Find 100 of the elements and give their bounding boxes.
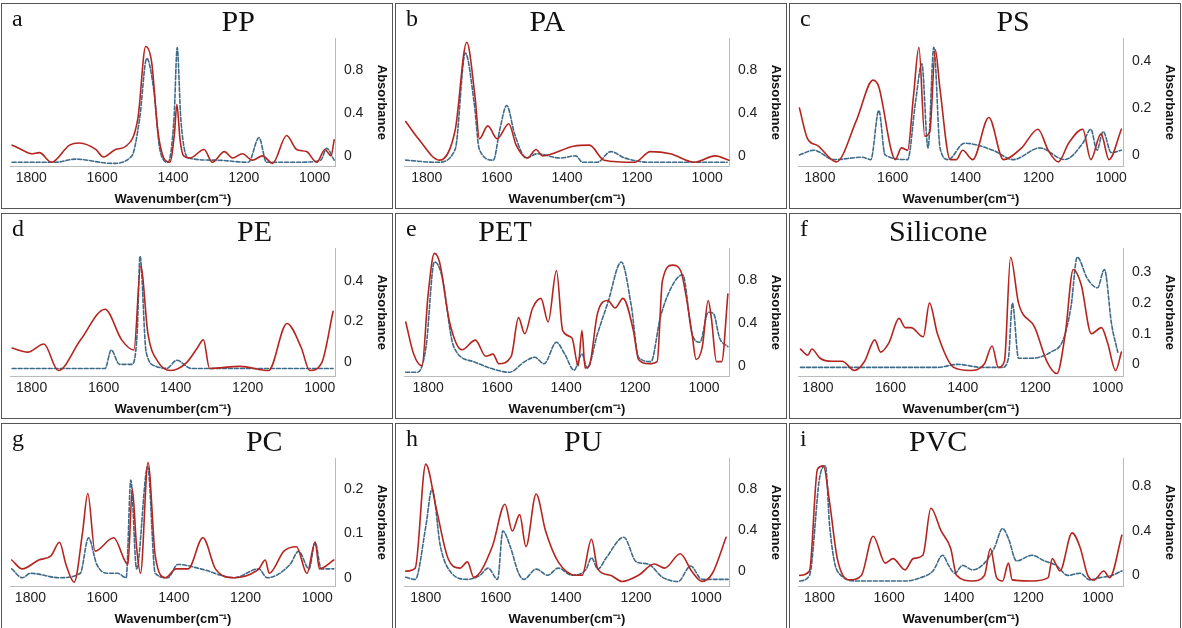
x-axis-title: Wavenumber(cm⁻¹) (114, 400, 232, 416)
x-tick-label: 1800 (412, 378, 444, 395)
y-tick-label: 0.8 (737, 271, 758, 288)
y-tick-label: 0 (343, 568, 352, 585)
y-axis-title: Absorbance (768, 64, 784, 140)
y-tick-label: 0 (1131, 145, 1140, 162)
x-axis-title: Wavenumber(cm⁻¹) (508, 400, 626, 416)
y-tick-label: 0.1 (1131, 324, 1152, 341)
y-axis-title: Absorbance (374, 274, 390, 350)
y-tick-label: 0 (737, 146, 746, 163)
x-tick-label: 1000 (1092, 378, 1124, 395)
text: a (12, 5, 23, 32)
x-tick-label: 1800 (804, 168, 836, 185)
x-tick-label: 1800 (803, 588, 836, 605)
y-tick-label: 0.4 (1131, 521, 1152, 538)
x-tick-label: 1600 (88, 378, 120, 395)
text: g (12, 425, 24, 452)
text: c (800, 5, 811, 32)
x-tick-label: 1600 (480, 588, 512, 605)
chart-title: PET (478, 213, 532, 247)
y-tick-label: 0.1 (343, 524, 364, 541)
x-tick-label: 1800 (410, 588, 442, 605)
y-axis-title: Absorbance (1162, 484, 1178, 560)
chart-title: PA (529, 3, 566, 37)
y-tick-label: 0.8 (343, 61, 364, 78)
x-tick-label: 1800 (16, 378, 48, 395)
y-axis-title: Absorbance (768, 274, 784, 350)
text: d (12, 215, 24, 242)
x-tick-label: 1600 (877, 168, 909, 185)
y-tick-label: 0.4 (1131, 52, 1152, 69)
line-series (404, 488, 729, 583)
y-axis-title: Absorbance (768, 484, 784, 560)
text: b (406, 5, 418, 32)
x-tick-label: 1400 (550, 588, 582, 605)
x-axis-title: Wavenumber(cm⁻¹) (508, 190, 626, 206)
text: i (800, 425, 807, 452)
x-tick-label: 1600 (86, 588, 118, 605)
x-tick-label: 1200 (1012, 588, 1045, 605)
x-axis-title: Wavenumber(cm⁻¹) (114, 190, 232, 206)
x-tick-label: 1600 (874, 378, 907, 395)
y-tick-label: 0.4 (737, 520, 758, 537)
x-axis-title: Wavenumber(cm⁻¹) (902, 190, 1020, 206)
chart-title: PP (221, 3, 255, 37)
x-tick-label: 1600 (481, 378, 513, 395)
x-tick-label: 1000 (1095, 168, 1127, 185)
x-tick-label: 1000 (1082, 588, 1114, 605)
text: h (406, 425, 418, 452)
y-tick-label: 0 (343, 353, 352, 370)
y-tick-label: 0.8 (737, 479, 758, 496)
chart-title: PS (996, 3, 1030, 37)
y-tick-label: 0 (1131, 355, 1140, 372)
y-tick-label: 0.3 (1131, 263, 1152, 280)
x-axis-title: Wavenumber(cm⁻¹) (508, 610, 626, 626)
y-axis-title: Absorbance (1162, 274, 1178, 350)
x-tick-label: 1400 (158, 588, 190, 605)
x-tick-label: 1400 (551, 168, 583, 185)
chart-title: PC (245, 423, 283, 457)
x-tick-label: 1200 (620, 588, 652, 605)
x-axis-title: Wavenumber(cm⁻¹) (114, 610, 232, 626)
y-tick-label: 0 (1131, 566, 1140, 583)
x-tick-label: 1200 (230, 588, 262, 605)
line-series (404, 463, 727, 583)
x-tick-label: 1400 (949, 168, 982, 185)
x-axis-title: Wavenumber(cm⁻¹) (902, 610, 1020, 626)
y-tick-label: 0.4 (737, 313, 758, 330)
y-tick-label: 0.2 (1131, 99, 1152, 115)
x-tick-label: 1800 (14, 588, 47, 605)
chart-title: Silicone (888, 213, 988, 247)
chart-title: PVC (908, 423, 968, 457)
x-tick-label: 1200 (621, 168, 653, 185)
x-tick-label: 1400 (947, 378, 979, 395)
y-axis-title: Absorbance (374, 484, 390, 560)
x-tick-label: 1000 (304, 378, 336, 395)
x-tick-label: 1000 (688, 378, 720, 395)
x-axis-title: Wavenumber(cm⁻¹) (902, 400, 1020, 416)
y-tick-label: 0.4 (737, 103, 758, 120)
y-tick-label: 0 (737, 562, 746, 579)
x-tick-label: 1000 (299, 168, 331, 185)
x-tick-label: 1000 (691, 168, 723, 185)
y-axis-title: Absorbance (374, 64, 390, 140)
y-tick-label: 0 (343, 146, 352, 163)
x-tick-label: 1400 (943, 588, 975, 605)
y-tick-label: 0.8 (737, 61, 758, 78)
x-tick-label: 1200 (228, 168, 260, 185)
x-tick-label: 1400 (160, 378, 192, 395)
y-tick-label: 0 (737, 356, 746, 373)
x-tick-label: 1800 (15, 168, 48, 185)
text: f (800, 215, 808, 242)
x-tick-label: 1800 (802, 378, 834, 395)
chart-title: PU (564, 423, 603, 457)
text: e (406, 215, 417, 242)
x-tick-label: 1000 (690, 588, 722, 605)
x-tick-label: 1400 (550, 378, 582, 395)
x-tick-label: 1600 (86, 168, 118, 185)
y-tick-label: 0.8 (1131, 476, 1152, 493)
x-tick-label: 1400 (157, 168, 189, 185)
chart-title: PE (236, 213, 272, 247)
x-tick-label: 1600 (481, 168, 513, 185)
x-tick-label: 1200 (619, 378, 651, 395)
x-tick-label: 1600 (873, 588, 905, 605)
